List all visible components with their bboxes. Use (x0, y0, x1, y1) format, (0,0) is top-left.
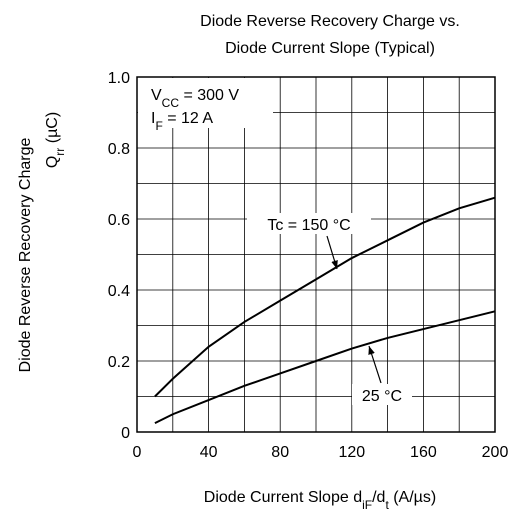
condition: VCC = 300 V (151, 87, 239, 110)
x-tick-label: 40 (200, 444, 218, 461)
y-axis-label: Qrr (µC) (44, 112, 67, 168)
y-tick-label: 1.0 (108, 70, 130, 87)
condition-part: = 300 V (179, 87, 239, 104)
chart-title: Diode Reverse Recovery Charge vs. (200, 13, 460, 30)
condition: IF = 12 A (151, 110, 213, 133)
x-axis-label-part: iF (362, 498, 372, 512)
annotation-arrow (368, 345, 382, 384)
x-tick-label: 80 (271, 444, 289, 461)
x-tick-label: 160 (410, 444, 437, 461)
x-axis-label-part: Diode Current Slope d (204, 489, 362, 506)
condition-part: = 12 A (163, 110, 214, 127)
y-axis-label-part: Q (44, 156, 61, 168)
annotation-bg (352, 384, 412, 405)
y-tick-label: 0.8 (108, 141, 130, 158)
x-tick-label: 200 (482, 444, 509, 461)
series-line (154, 310, 496, 425)
conditions-box (138, 78, 273, 128)
x-tick-label: 120 (338, 444, 365, 461)
chart-title: Diode Current Slope (Typical) (225, 40, 435, 57)
y-tick-label: 0.4 (108, 283, 130, 300)
y-axis-label-part: Diode Reverse Recovery Charge (17, 138, 34, 373)
y-axis-label: Diode Reverse Recovery Charge (17, 138, 34, 373)
series-label: Tc = 150 °C (267, 217, 350, 234)
x-axis-label: Diode Current Slope diF/dt (A/µs) (204, 489, 436, 512)
condition-part: I (151, 110, 155, 127)
annotation-bg (247, 213, 371, 234)
x-axis-label-part: (A/µs) (389, 489, 436, 506)
y-axis-label-part: rr (53, 148, 67, 156)
condition-part: F (155, 119, 162, 133)
condition-part: V (151, 87, 162, 104)
y-tick-label: 0.2 (108, 354, 130, 371)
condition-part: CC (162, 96, 180, 110)
y-tick-label: 0 (121, 425, 130, 442)
x-axis-label-part: t (385, 498, 389, 512)
y-axis-label-part: (µC) (44, 112, 61, 148)
plot-frame (136, 76, 496, 433)
x-axis-label-part: /d (372, 489, 385, 506)
y-tick-label: 0.6 (108, 212, 130, 229)
series-line (154, 196, 496, 398)
x-tick-label: 0 (133, 444, 142, 461)
series-label: 25 °C (362, 388, 402, 405)
annotation-arrow (326, 235, 338, 270)
